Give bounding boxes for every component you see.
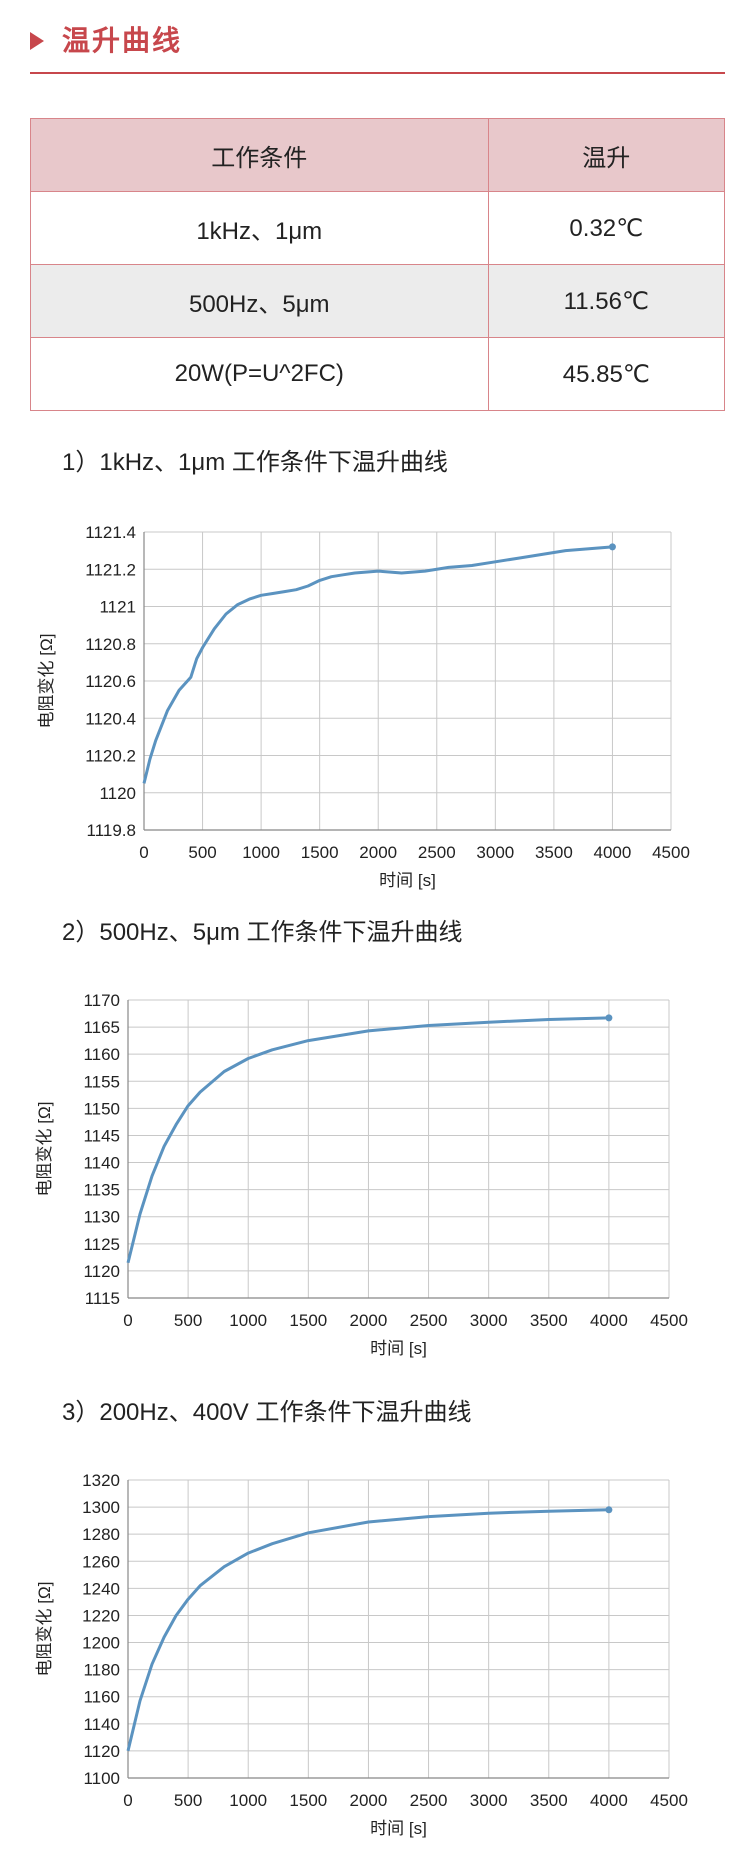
x-tick-label: 1000 [242, 843, 280, 862]
x-tick-label: 0 [139, 843, 148, 862]
series-line [126, 1016, 609, 1264]
x-tick-label: 1500 [289, 1311, 327, 1330]
x-tick-label: 1500 [301, 843, 339, 862]
resistance-chart-200hz: 0 500 1000 1500 2000 2500 3000 3500 4000 4500 1100… [35, 1471, 688, 1838]
x-tick-label: 4000 [590, 1791, 628, 1810]
y-tick-label: 1220 [82, 1606, 120, 1625]
y-tick-label: 1165 [83, 1018, 120, 1037]
x-tick-label: 4500 [652, 843, 690, 862]
table-row: 1kHz、1μm 0.32℃ [30, 191, 726, 265]
series-end-point [605, 1014, 613, 1022]
y-tick-label: 1260 [82, 1552, 120, 1571]
cell-condition: 500Hz、5μm [30, 264, 489, 338]
x-tick-label: 3000 [476, 843, 514, 862]
section-title: 温升曲线 [62, 25, 183, 56]
chart-caption-2: 2）500Hz、5μm 工作条件下温升曲线 [62, 919, 463, 946]
x-tick-label: 3000 [470, 1791, 508, 1810]
cell-condition: 1kHz、1μm [30, 191, 489, 265]
x-tick-label: 4000 [590, 1311, 628, 1330]
resistance-chart-1khz: 0 500 1000 1500 2000 2500 3000 3500 4000 4500 1119… [37, 523, 690, 890]
y-tick-label: 1120 [83, 1742, 120, 1761]
column-header-condition: 工作条件 [30, 118, 489, 192]
table-row: 20W(P=U^2FC) 45.85℃ [30, 337, 726, 411]
y-tick-label: 1135 [83, 1181, 120, 1200]
x-tick-label: 4500 [650, 1791, 688, 1810]
x-tick-label: 2500 [418, 843, 456, 862]
y-axis-label: 电阻变化 [Ω] [35, 1582, 54, 1677]
y-axis-label: 电阻变化 [Ω] [35, 1102, 54, 1197]
x-tick-label: 2000 [350, 1791, 388, 1810]
series-end-point [605, 1506, 613, 1514]
y-tick-label: 1130 [83, 1208, 120, 1227]
section-header: 温升曲线 [30, 22, 725, 74]
y-tick-label: 1121.4 [85, 523, 136, 542]
x-tick-label: 0 [123, 1791, 132, 1810]
x-tick-label: 500 [174, 1311, 202, 1330]
x-tick-label: 500 [174, 1791, 202, 1810]
x-tick-label: 1500 [289, 1791, 327, 1810]
y-tick-label: 1170 [83, 991, 120, 1010]
y-tick-label: 1120.4 [85, 709, 136, 728]
temperature-rise-table: 工作条件 温升 1kHz、1μm 0.32℃ 500Hz、5μm 11.56℃ … [30, 118, 726, 411]
chart-caption-1: 1）1kHz、1μm 工作条件下温升曲线 [62, 449, 448, 476]
x-tick-label: 1000 [229, 1791, 267, 1810]
y-tick-label: 1140 [83, 1154, 120, 1173]
x-tick-label: 500 [188, 843, 216, 862]
x-tick-label: 3500 [530, 1311, 568, 1330]
y-axis-label: 电阻变化 [Ω] [37, 634, 56, 729]
y-tick-label: 1120.8 [85, 635, 136, 654]
y-tick-label: 1155 [83, 1072, 120, 1091]
x-tick-label: 1000 [229, 1311, 267, 1330]
cell-temp-rise: 45.85℃ [487, 337, 726, 411]
x-tick-label: 2000 [350, 1311, 388, 1330]
y-tick-label: 1280 [82, 1525, 120, 1544]
y-tick-label: 1145 [83, 1126, 120, 1145]
cell-temp-rise: 11.56℃ [487, 264, 726, 338]
y-tick-label: 1180 [83, 1661, 120, 1680]
x-tick-label: 3500 [530, 1791, 568, 1810]
y-tick-label: 1121 [99, 598, 136, 617]
y-tick-label: 1300 [82, 1498, 120, 1517]
y-tick-label: 1160 [83, 1045, 120, 1064]
x-tick-label: 2500 [410, 1791, 448, 1810]
column-header-temp-rise: 温升 [487, 118, 726, 192]
y-tick-label: 1119.8 [87, 821, 136, 840]
y-tick-label: 1120 [83, 1262, 120, 1281]
y-tick-label: 1120.6 [85, 672, 136, 691]
y-tick-label: 1120 [99, 784, 136, 803]
y-tick-label: 1240 [82, 1579, 120, 1598]
series-end-point [608, 543, 616, 551]
x-tick-label: 4500 [650, 1311, 688, 1330]
y-tick-label: 1320 [82, 1471, 120, 1490]
resistance-chart-500hz: 0 500 1000 1500 2000 2500 3000 3500 4000 4500 1115… [35, 991, 688, 1358]
table-header-row: 工作条件 温升 [30, 118, 726, 192]
x-tick-label: 2000 [359, 843, 397, 862]
series-line [126, 1508, 609, 1752]
y-tick-label: 1160 [83, 1688, 120, 1707]
y-tick-label: 1125 [83, 1235, 120, 1254]
x-axis-label: 时间 [s] [370, 1819, 427, 1838]
y-tick-label: 1115 [85, 1289, 120, 1308]
y-tick-label: 1121.2 [85, 560, 136, 579]
triangle-bullet-icon [30, 32, 44, 50]
y-tick-label: 1200 [82, 1634, 120, 1653]
cell-condition: 20W(P=U^2FC) [30, 337, 489, 411]
x-tick-label: 2500 [410, 1311, 448, 1330]
y-tick-label: 1100 [83, 1769, 120, 1788]
x-axis-label: 时间 [s] [370, 1339, 427, 1358]
y-tick-label: 1150 [83, 1099, 120, 1118]
x-axis-label: 时间 [s] [379, 871, 436, 890]
y-tick-label: 1140 [83, 1715, 120, 1734]
chart-caption-3: 3）200Hz、400V 工作条件下温升曲线 [62, 1399, 472, 1426]
x-tick-label: 3500 [535, 843, 573, 862]
x-tick-label: 0 [123, 1311, 132, 1330]
y-tick-label: 1120.2 [85, 747, 136, 766]
x-tick-label: 4000 [594, 843, 632, 862]
table-row: 500Hz、5μm 11.56℃ [30, 264, 726, 338]
cell-temp-rise: 0.32℃ [487, 191, 726, 265]
x-tick-label: 3000 [470, 1311, 508, 1330]
series-line [142, 545, 613, 784]
